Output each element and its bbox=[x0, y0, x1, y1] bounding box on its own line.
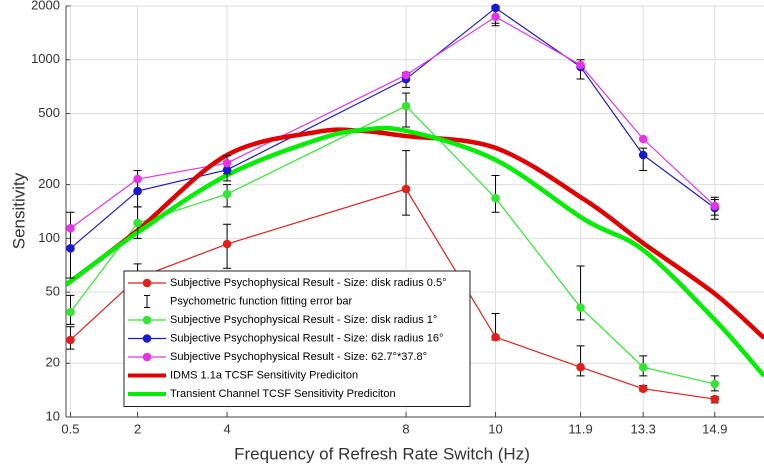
x-tick-label: 10 bbox=[488, 421, 502, 436]
y-tick-label: 200 bbox=[38, 176, 60, 191]
data-point bbox=[222, 165, 232, 175]
data-point bbox=[66, 244, 75, 253]
legend-label: Subjective Psychophysical Result - Size:… bbox=[170, 351, 427, 363]
prediction-curve bbox=[64, 125, 764, 378]
x-tick-label: 4 bbox=[223, 421, 230, 436]
data-point bbox=[491, 3, 500, 13]
x-axis-label: Frequency of Refresh Rate Switch (Hz) bbox=[234, 444, 530, 463]
y-tick-label: 2000 bbox=[31, 0, 60, 12]
data-point bbox=[66, 335, 75, 345]
legend-label: Transient Channel TCSF Sensitivity Predi… bbox=[170, 388, 396, 400]
legend-error-symbol bbox=[144, 295, 150, 308]
data-point bbox=[491, 193, 500, 203]
data-point bbox=[638, 150, 648, 160]
data-point bbox=[66, 223, 75, 233]
legend-label: Psychometric function fitting error bar bbox=[170, 295, 353, 307]
legend-marker bbox=[142, 278, 152, 288]
data-point bbox=[401, 101, 411, 111]
x-tick-label: 13.3 bbox=[631, 421, 656, 436]
series-line bbox=[70, 7, 716, 249]
x-tick-label: 2 bbox=[134, 421, 141, 436]
data-point bbox=[401, 70, 411, 80]
data-point bbox=[710, 394, 720, 404]
data-point bbox=[576, 60, 585, 70]
prediction-curve bbox=[64, 127, 764, 340]
data-point bbox=[222, 239, 232, 249]
y-axis-label: Sensitivity bbox=[9, 172, 28, 249]
x-tick-label: 11.9 bbox=[568, 421, 592, 436]
data-point bbox=[638, 384, 648, 394]
y-tick-label: 50 bbox=[46, 284, 60, 299]
legend-label: IDMS 1.1a TCSF Sensitivity Prediciton bbox=[170, 369, 358, 381]
data-point bbox=[576, 303, 585, 312]
data-point bbox=[401, 184, 411, 194]
series-line bbox=[70, 16, 716, 229]
error-bar bbox=[402, 150, 411, 216]
data-point bbox=[491, 12, 500, 22]
data-point bbox=[222, 158, 232, 168]
data-point bbox=[133, 174, 142, 184]
legend-marker bbox=[142, 334, 152, 343]
legend: Subjective Psychophysical Result - Size:… bbox=[123, 270, 471, 407]
y-tick-label: 100 bbox=[38, 230, 60, 245]
data-point bbox=[710, 379, 720, 389]
legend-marker bbox=[142, 352, 152, 362]
legend-label: Subjective Psychophysical Result - Size:… bbox=[170, 314, 437, 326]
y-tick-label: 10 bbox=[46, 408, 60, 423]
x-tick-label: 8 bbox=[402, 421, 409, 436]
data-point bbox=[638, 134, 648, 144]
y-tick-label: 500 bbox=[38, 105, 60, 120]
data-point bbox=[133, 186, 142, 196]
y-tick-label: 1000 bbox=[31, 51, 60, 66]
y-tick-label: 20 bbox=[46, 355, 60, 370]
data-point bbox=[638, 362, 648, 372]
data-point bbox=[491, 332, 500, 342]
legend-label: Subjective Psychophysical Result - Size:… bbox=[170, 277, 446, 289]
data-point bbox=[576, 362, 585, 372]
data-point bbox=[133, 218, 142, 228]
data-point bbox=[66, 307, 75, 317]
data-point bbox=[222, 189, 232, 199]
x-tick-label: 0.5 bbox=[61, 421, 79, 436]
marks bbox=[64, 3, 764, 404]
x-tick-label: 14.9 bbox=[702, 421, 727, 436]
legend-label: Subjective Psychophysical Result - Size:… bbox=[170, 332, 443, 344]
legend-box bbox=[123, 270, 471, 407]
legend-marker bbox=[142, 315, 152, 325]
data-point bbox=[710, 201, 720, 211]
